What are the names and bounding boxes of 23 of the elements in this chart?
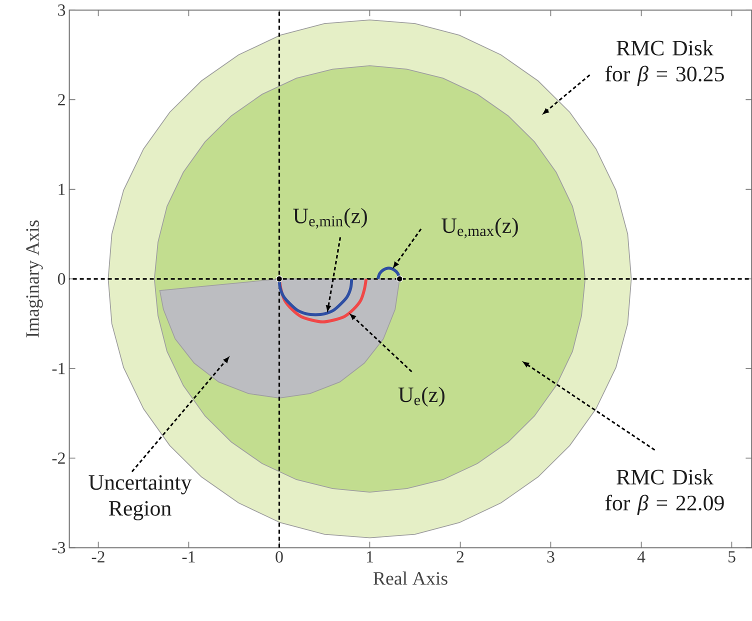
- x-tick-label: 2: [456, 551, 464, 562]
- y-tick-label: 1: [58, 184, 65, 195]
- x-tick-label: 0: [276, 551, 283, 563]
- x-tick-label: 3: [547, 551, 554, 563]
- annotation: RMC Disk for β = 22.09: [605, 469, 724, 515]
- annotation: U$_{e,max}$(z): [442, 218, 518, 238]
- x-tick-label: -1: [182, 551, 195, 562]
- x-tick-label: 1: [367, 551, 373, 562]
- y-tick-label: 2: [58, 94, 65, 106]
- y-tick-label: 3: [58, 4, 66, 16]
- x-tick-label: 5: [728, 551, 736, 562]
- y-tick-label: -2: [52, 452, 65, 464]
- annotation: Uncertainty Region: [88, 475, 192, 520]
- y-tick-label: -3: [52, 542, 66, 554]
- y-tick-label: 0: [58, 273, 66, 285]
- x-tick-label: 4: [637, 551, 646, 562]
- annotation: U$_{e}$(z): [398, 386, 444, 407]
- x-axis-title: Real Axis: [373, 572, 448, 585]
- y-tick-label: -1: [52, 362, 65, 374]
- annotation: RMC Disk for β = 30.25: [605, 40, 724, 86]
- y-axis-title: Imaginary Axis: [26, 220, 43, 338]
- x-tick-label: -2: [92, 551, 104, 562]
- annotation: U$_{e,min}$(z): [293, 208, 367, 229]
